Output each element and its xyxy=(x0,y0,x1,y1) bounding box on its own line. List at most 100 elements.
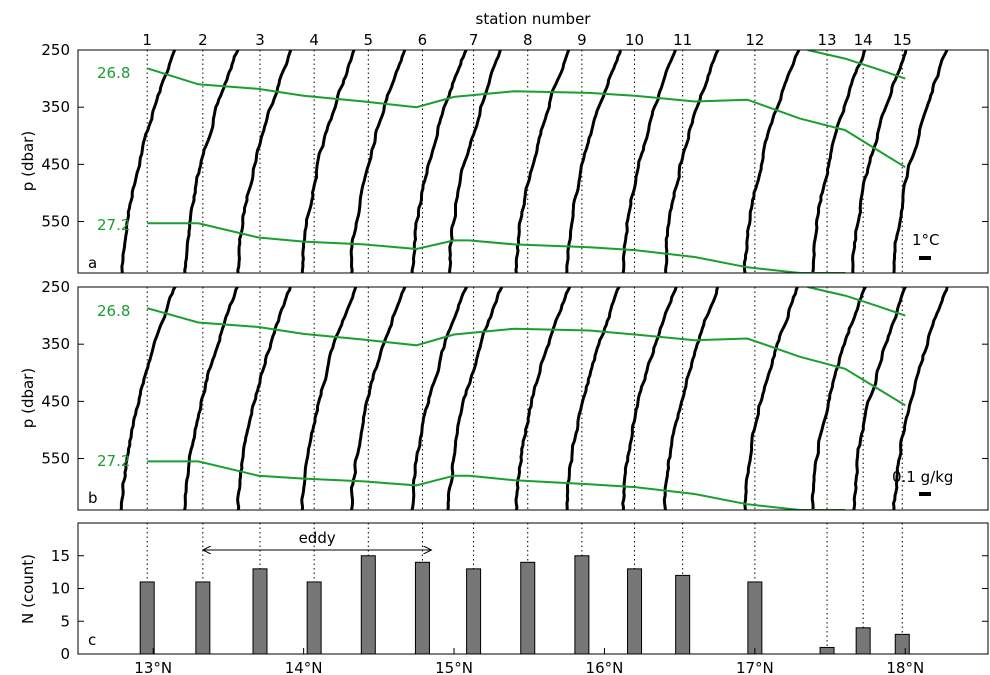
count-bar-station-13 xyxy=(819,646,835,655)
station-number-labels: 1 2 3 4 5 6 7 8 9 10 11 12 13 14 15 xyxy=(142,31,911,49)
isopycnal-label-26-8-b: 26.8 xyxy=(97,302,130,320)
isopycnal-26.8-upper xyxy=(807,50,906,80)
profile-station-12 xyxy=(742,50,801,273)
count-bar-station-10 xyxy=(627,568,643,655)
station-number-9: 9 xyxy=(577,31,587,49)
profile-station-4 xyxy=(300,50,356,273)
count-bar-station-4 xyxy=(306,581,322,655)
profile-station-3 xyxy=(236,287,292,510)
y-tick-label-c-15: 15 xyxy=(51,547,70,565)
panel-label-a: a xyxy=(88,254,97,272)
station-number-2: 2 xyxy=(198,31,208,49)
y-ticks-a: 250 350 450 550 xyxy=(41,41,988,231)
count-bar-station-15 xyxy=(894,633,910,655)
isopycnal-27.2 xyxy=(147,460,846,510)
profile-station-6 xyxy=(410,287,469,510)
y-tick-label-450: 450 xyxy=(41,392,70,410)
station-number-10: 10 xyxy=(625,31,644,49)
count-bar-station-1 xyxy=(139,581,155,655)
profile-station-15 xyxy=(892,287,949,510)
x-tick-label-17: 17°N xyxy=(736,659,774,675)
profile-station-1 xyxy=(120,50,177,273)
y-tick-label-c-0: 0 xyxy=(60,645,70,663)
isopycnal-26.8-upper xyxy=(807,287,906,317)
isopycnal-label-27-2-a: 27.2 xyxy=(97,216,130,234)
station-number-12: 12 xyxy=(745,31,764,49)
station-number-8: 8 xyxy=(523,31,533,49)
profile-station-7 xyxy=(448,50,502,273)
count-bar-station-12 xyxy=(747,581,763,655)
isopycnals-b xyxy=(146,287,906,510)
station-number-1: 1 xyxy=(142,31,152,49)
panel-label-b: b xyxy=(88,489,98,507)
y-tick-label-250: 250 xyxy=(41,278,70,296)
count-bar-station-3 xyxy=(252,568,268,655)
profile-station-9 xyxy=(565,50,622,273)
x-tick-label-14: 14°N xyxy=(285,659,323,675)
panel-b-frame xyxy=(77,286,989,511)
profile-station-12 xyxy=(743,287,800,510)
panel-a: 250 350 450 550 p (dbar) 26.8 27.2 a 1°C xyxy=(19,41,989,274)
temperature-profiles xyxy=(120,50,949,273)
count-bar-station-14 xyxy=(855,627,871,655)
isopycnal-label-27-2-b: 27.2 xyxy=(97,452,130,470)
station-number-13: 13 xyxy=(818,31,837,49)
station-number-7: 7 xyxy=(469,31,479,49)
y-ticks-c: 0 5 10 15 xyxy=(51,547,988,663)
panel-label-c: c xyxy=(88,631,96,649)
profile-station-13 xyxy=(810,287,868,510)
isopycnals-a xyxy=(146,50,906,273)
profile-station-4 xyxy=(300,287,358,510)
profile-station-6 xyxy=(410,50,468,273)
y-tick-label-450: 450 xyxy=(41,155,70,173)
isopycnal-27.2 xyxy=(147,222,846,273)
y-tick-label-350: 350 xyxy=(41,98,70,116)
scale-label-a: 1°C xyxy=(912,231,940,249)
count-bar-station-2 xyxy=(195,581,211,655)
x-tick-label-13: 13°N xyxy=(134,659,172,675)
x-tick-label-18: 18°N xyxy=(886,659,924,675)
station-number-3: 3 xyxy=(255,31,265,49)
y-tick-label-550: 550 xyxy=(41,450,70,468)
profile-station-5 xyxy=(349,287,407,510)
profile-station-11 xyxy=(664,50,720,273)
y-axis-label-c: N (count) xyxy=(19,554,37,624)
profile-station-8 xyxy=(514,50,571,273)
station-number-4: 4 xyxy=(309,31,319,49)
panel-c: 0 5 10 15 13°N 14°N 15°N 16°N 17°N 18°N N (count… xyxy=(19,522,989,675)
y-tick-label-c-10: 10 xyxy=(51,580,70,598)
count-bar-station-7 xyxy=(466,568,482,655)
count-bar-station-11 xyxy=(675,574,691,655)
y-tick-label-c-5: 5 xyxy=(60,612,70,630)
profile-station-2 xyxy=(183,287,240,510)
profile-station-5 xyxy=(349,50,407,273)
top-axis-label: station number xyxy=(476,10,592,28)
y-ticks-b: 250 350 450 550 xyxy=(41,278,988,468)
profile-station-11 xyxy=(662,287,720,510)
eddy-label: eddy xyxy=(299,529,336,547)
panel-a-frame xyxy=(77,49,989,274)
profile-station-15 xyxy=(892,50,949,273)
isopycnal-26.8 xyxy=(146,67,906,169)
profile-station-13 xyxy=(811,50,867,273)
count-bar-station-6 xyxy=(414,561,430,655)
y-axis-label-a: p (dbar) xyxy=(19,131,37,191)
count-bar-station-5 xyxy=(360,555,376,655)
panel-b: 250 350 450 550 p (dbar) 26.8 27.2 b 0.1 g/… xyxy=(19,278,989,511)
x-ticks-latitude: 13°N 14°N 15°N 16°N 17°N 18°N xyxy=(134,648,924,675)
profile-station-3 xyxy=(236,50,293,273)
salinity-profiles xyxy=(119,287,949,510)
profile-station-10 xyxy=(621,50,677,273)
y-tick-label-550: 550 xyxy=(41,213,70,231)
y-tick-label-250: 250 xyxy=(41,41,70,59)
station-number-14: 14 xyxy=(854,31,873,49)
station-number-15: 15 xyxy=(893,31,912,49)
profile-station-8 xyxy=(514,287,572,510)
profile-station-2 xyxy=(183,50,240,273)
y-tick-label-350: 350 xyxy=(41,335,70,353)
isopycnal-26.8 xyxy=(146,307,906,407)
x-tick-label-16: 16°N xyxy=(586,659,624,675)
y-axis-label-b: p (dbar) xyxy=(19,368,37,428)
profile-station-14 xyxy=(852,287,908,510)
